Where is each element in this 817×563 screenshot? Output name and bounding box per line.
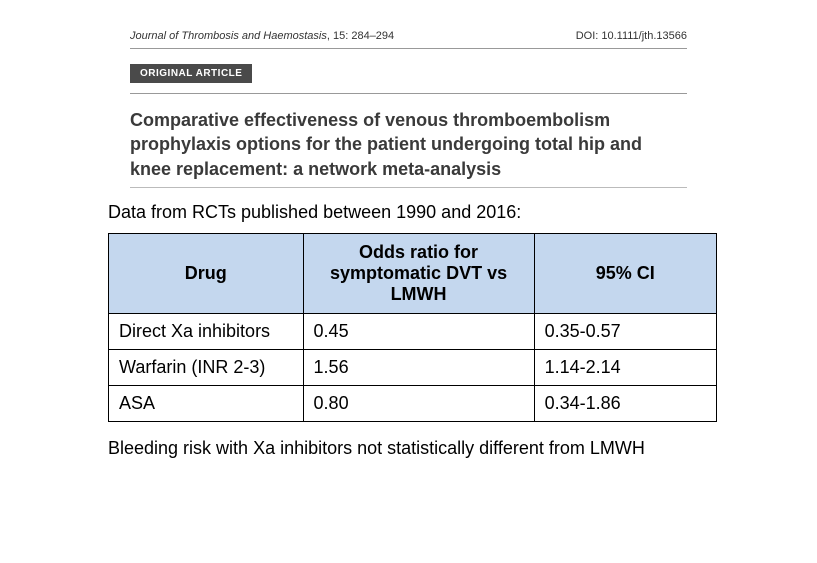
cell-ci: 1.14-2.14 [534, 349, 716, 385]
journal-meta-line: Journal of Thrombosis and Haemostasis, 1… [130, 30, 687, 42]
table-row: Warfarin (INR 2-3) 1.56 1.14-2.14 [109, 349, 717, 385]
table-row: Direct Xa inhibitors 0.45 0.35-0.57 [109, 313, 717, 349]
cell-or: 0.45 [303, 313, 534, 349]
data-table: Drug Odds ratio for symptomatic DVT vs L… [108, 233, 717, 422]
journal-name: Journal of Thrombosis and Haemostasis [130, 30, 327, 42]
cell-or: 0.80 [303, 385, 534, 421]
cell-ci: 0.34-1.86 [534, 385, 716, 421]
col-header-ci: 95% CI [534, 233, 716, 313]
table-row: ASA 0.80 0.34-1.86 [109, 385, 717, 421]
article-type-badge: ORIGINAL ARTICLE [130, 64, 252, 83]
content-area: Data from RCTs published between 1990 an… [0, 188, 817, 459]
journal-header: Journal of Thrombosis and Haemostasis, 1… [0, 0, 817, 188]
cell-or: 1.56 [303, 349, 534, 385]
journal-issue: , 15: 284–294 [327, 30, 394, 42]
journal-citation: Journal of Thrombosis and Haemostasis, 1… [130, 30, 394, 42]
cell-drug: Direct Xa inhibitors [109, 313, 304, 349]
col-header-drug: Drug [109, 233, 304, 313]
divider-top [130, 48, 687, 49]
intro-text: Data from RCTs published between 1990 an… [108, 202, 717, 223]
cell-drug: Warfarin (INR 2-3) [109, 349, 304, 385]
doi: DOI: 10.1111/jth.13566 [576, 30, 687, 42]
col-header-or: Odds ratio for symptomatic DVT vs LMWH [303, 233, 534, 313]
footer-note: Bleeding risk with Xa inhibitors not sta… [108, 438, 717, 459]
cell-ci: 0.35-0.57 [534, 313, 716, 349]
table-header-row: Drug Odds ratio for symptomatic DVT vs L… [109, 233, 717, 313]
article-title: Comparative effectiveness of venous thro… [130, 108, 687, 181]
divider-mid [130, 93, 687, 94]
cell-drug: ASA [109, 385, 304, 421]
